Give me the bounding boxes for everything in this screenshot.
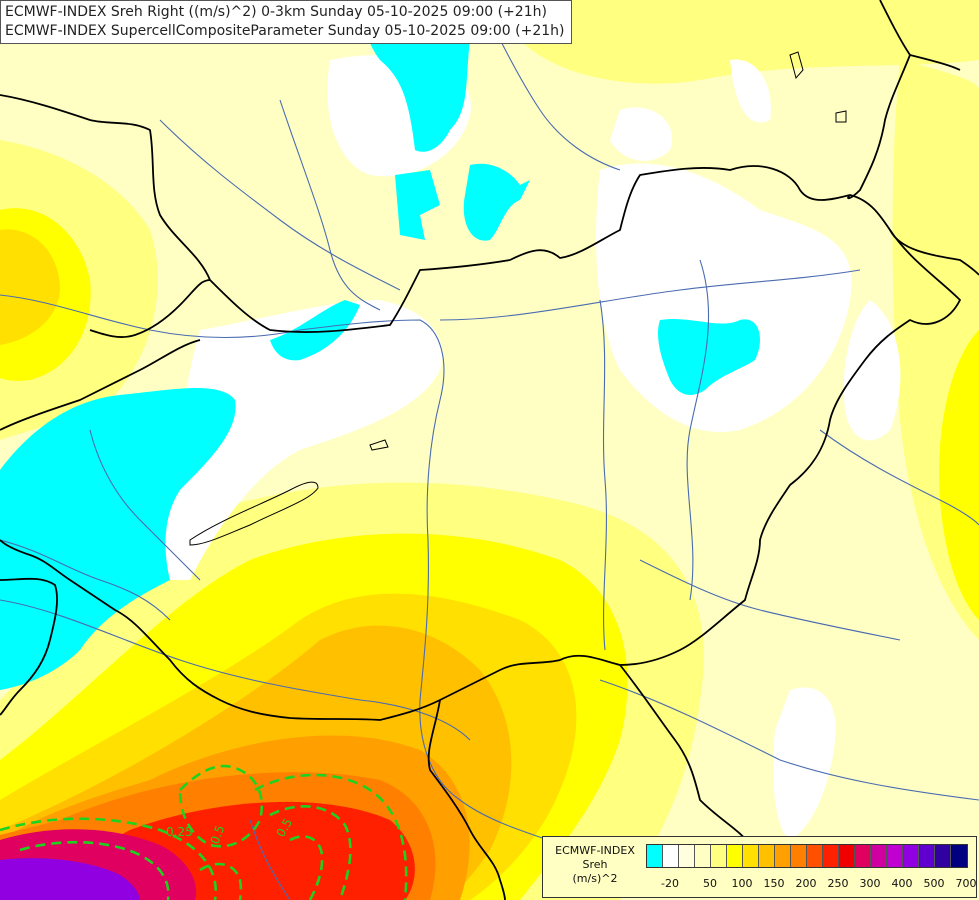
legend-swatch xyxy=(839,845,855,867)
legend-tick-label: 150 xyxy=(763,877,785,890)
legend-swatch xyxy=(871,845,887,867)
legend-swatch xyxy=(663,845,679,867)
yellow-field-north xyxy=(520,0,979,84)
legend-color-bar xyxy=(646,844,968,868)
contour-label-05a: 0.5 xyxy=(208,823,228,846)
legend-swatch xyxy=(775,845,791,867)
legend-title-unit: (m/s)^2 xyxy=(572,872,618,885)
legend-swatch xyxy=(951,845,967,867)
scp-contours xyxy=(0,764,408,900)
legend-swatch xyxy=(647,845,663,867)
white-field-northeast xyxy=(596,163,852,432)
legend-swatch xyxy=(759,845,775,867)
legend-tick-label: 200 xyxy=(795,877,817,890)
purple-field xyxy=(0,858,140,900)
title-line-sreh: ECMWF-INDEX Sreh Right ((m/s)^2) 0-3km S… xyxy=(5,4,547,20)
cyan-field-centre xyxy=(270,300,360,361)
lake-small-1 xyxy=(369,439,389,451)
legend-swatch xyxy=(679,845,695,867)
legend-title-param: Sreh xyxy=(582,858,608,871)
legend-tick-label: 250 xyxy=(827,877,849,890)
gold-west xyxy=(0,229,60,345)
legend-tick-label: -20 xyxy=(661,877,679,890)
color-legend: ECMWF-INDEX Sreh (m/s)^2 -20 50 100 150 200 2… xyxy=(542,836,977,898)
title-line-scp: ECMWF-INDEX SupercellCompositeParameter … xyxy=(5,23,565,39)
legend-title: ECMWF-INDEX Sreh (m/s)^2 xyxy=(547,844,643,886)
contour-label-025: 0.25 xyxy=(166,825,193,839)
legend-swatch xyxy=(935,845,951,867)
cyan-field-west xyxy=(0,388,236,690)
white-field-southeast xyxy=(773,687,836,840)
legend-swatch xyxy=(903,845,919,867)
legend-title-model: ECMWF-INDEX xyxy=(555,844,635,857)
cyan-field-north-3 xyxy=(463,163,530,241)
legend-tick-label: 50 xyxy=(703,877,717,890)
legend-tick-label: 700 xyxy=(955,877,977,890)
legend-tick-label: 400 xyxy=(891,877,913,890)
white-field-centre-west xyxy=(160,300,443,580)
white-field-east xyxy=(843,300,901,441)
legend-swatch xyxy=(711,845,727,867)
legend-swatch xyxy=(743,845,759,867)
legend-swatch xyxy=(791,845,807,867)
legend-swatch xyxy=(887,845,903,867)
legend-swatch xyxy=(823,845,839,867)
lake-small-3 xyxy=(835,110,847,123)
white-field-north-2 xyxy=(610,107,672,161)
lake-balaton xyxy=(189,481,319,546)
legend-tick-labels: -20 50 100 150 200 250 300 400 500 700 xyxy=(646,877,976,891)
map-title-box: ECMWF-INDEX Sreh Right ((m/s)^2) 0-3km S… xyxy=(0,0,572,44)
legend-swatch xyxy=(727,845,743,867)
legend-tick-label: 100 xyxy=(731,877,753,890)
legend-swatch xyxy=(855,845,871,867)
lake-small-2 xyxy=(789,51,804,80)
white-field-north-3 xyxy=(730,59,771,123)
legend-swatch xyxy=(695,845,711,867)
cyan-field-north-2 xyxy=(395,170,440,240)
legend-swatch xyxy=(919,845,935,867)
legend-tick-label: 500 xyxy=(923,877,945,890)
legend-tick-label: 300 xyxy=(859,877,881,890)
yellow-strong-east xyxy=(939,330,979,620)
legend-swatch xyxy=(807,845,823,867)
cyan-field-east xyxy=(657,318,760,395)
